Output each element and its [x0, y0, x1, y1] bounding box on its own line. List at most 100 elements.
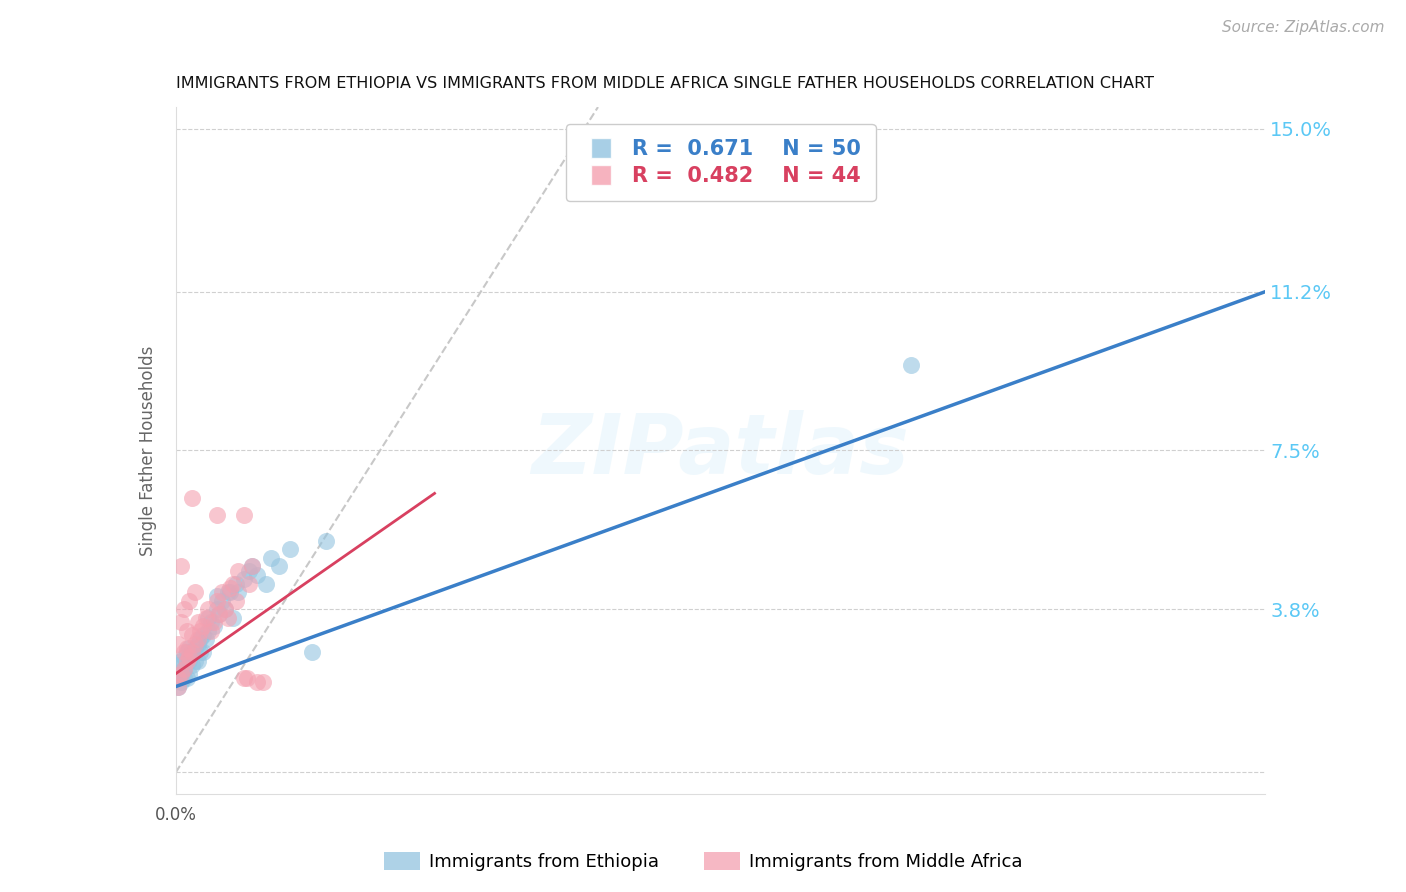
Point — [205, 590, 228, 604]
Point — [181, 645, 204, 659]
Point — [181, 491, 204, 505]
Point — [194, 632, 217, 647]
Point — [191, 619, 214, 633]
Point — [194, 611, 217, 625]
Point — [170, 654, 193, 668]
Point — [301, 645, 323, 659]
Point — [197, 624, 219, 638]
Point — [170, 666, 193, 681]
Y-axis label: Single Father Households: Single Father Households — [139, 345, 157, 556]
Point — [173, 662, 195, 676]
Point — [228, 564, 250, 578]
Point — [186, 615, 209, 630]
Point — [211, 593, 233, 607]
Point — [179, 654, 201, 668]
Point — [205, 602, 228, 616]
Point — [278, 542, 301, 557]
Point — [208, 607, 231, 621]
Point — [170, 615, 193, 630]
Point — [191, 645, 214, 659]
Point — [184, 585, 207, 599]
Point — [225, 593, 247, 607]
Legend: Immigrants from Ethiopia, Immigrants from Middle Africa: Immigrants from Ethiopia, Immigrants fro… — [377, 845, 1029, 879]
Point — [176, 640, 198, 655]
Point — [167, 658, 190, 673]
Point — [214, 602, 236, 616]
Point — [167, 680, 190, 694]
Point — [176, 671, 198, 685]
Point — [179, 640, 201, 655]
Point — [225, 576, 247, 591]
Point — [217, 611, 239, 625]
Point — [269, 559, 291, 574]
Text: IMMIGRANTS FROM ETHIOPIA VS IMMIGRANTS FROM MIDDLE AFRICA SINGLE FATHER HOUSEHOL: IMMIGRANTS FROM ETHIOPIA VS IMMIGRANTS F… — [176, 76, 1154, 91]
Point — [181, 658, 204, 673]
Point — [179, 593, 201, 607]
Text: 0.0%: 0.0% — [155, 806, 197, 824]
Point — [184, 640, 207, 655]
Point — [188, 632, 211, 647]
Point — [260, 550, 283, 565]
Point — [232, 671, 254, 685]
Point — [184, 637, 207, 651]
Point — [167, 680, 190, 694]
Point — [217, 585, 239, 599]
Point — [202, 619, 225, 633]
Point — [184, 654, 207, 668]
Point — [315, 533, 337, 548]
Point — [181, 645, 204, 659]
Point — [900, 358, 922, 372]
Point — [228, 585, 250, 599]
Point — [197, 602, 219, 616]
Point — [200, 624, 222, 638]
Point — [232, 508, 254, 522]
Point — [191, 628, 214, 642]
Point — [238, 564, 260, 578]
Point — [176, 645, 198, 659]
Point — [211, 585, 233, 599]
Point — [179, 649, 201, 664]
Point — [188, 624, 211, 638]
Point — [173, 649, 195, 664]
Point — [167, 671, 190, 685]
Point — [235, 671, 257, 685]
Point — [222, 611, 245, 625]
Text: ZIPatlas: ZIPatlas — [531, 410, 910, 491]
Point — [240, 559, 263, 574]
Legend: R =  0.671    N = 50, R =  0.482    N = 44: R = 0.671 N = 50, R = 0.482 N = 44 — [565, 124, 876, 201]
Point — [173, 671, 195, 685]
Point — [238, 576, 260, 591]
Point — [186, 637, 209, 651]
Text: Source: ZipAtlas.com: Source: ZipAtlas.com — [1222, 20, 1385, 35]
Point — [179, 666, 201, 681]
Point — [176, 624, 198, 638]
Point — [186, 632, 209, 647]
Point — [240, 559, 263, 574]
Point — [188, 645, 211, 659]
Point — [170, 675, 193, 690]
Point — [200, 615, 222, 630]
Point — [197, 611, 219, 625]
Point — [252, 675, 274, 690]
Point — [205, 508, 228, 522]
Point — [222, 576, 245, 591]
Point — [170, 666, 193, 681]
Point — [232, 572, 254, 586]
Point — [173, 645, 195, 659]
Point — [214, 602, 236, 616]
Point — [219, 581, 242, 595]
Point — [208, 607, 231, 621]
Point — [167, 671, 190, 685]
Point — [181, 628, 204, 642]
Point — [246, 675, 269, 690]
Point — [254, 576, 277, 591]
Point — [173, 662, 195, 676]
Point — [205, 593, 228, 607]
Point — [186, 654, 209, 668]
Point — [202, 615, 225, 630]
Point — [246, 568, 269, 582]
Point — [167, 637, 190, 651]
Point — [173, 602, 195, 616]
Point — [170, 559, 193, 574]
Point — [176, 654, 198, 668]
